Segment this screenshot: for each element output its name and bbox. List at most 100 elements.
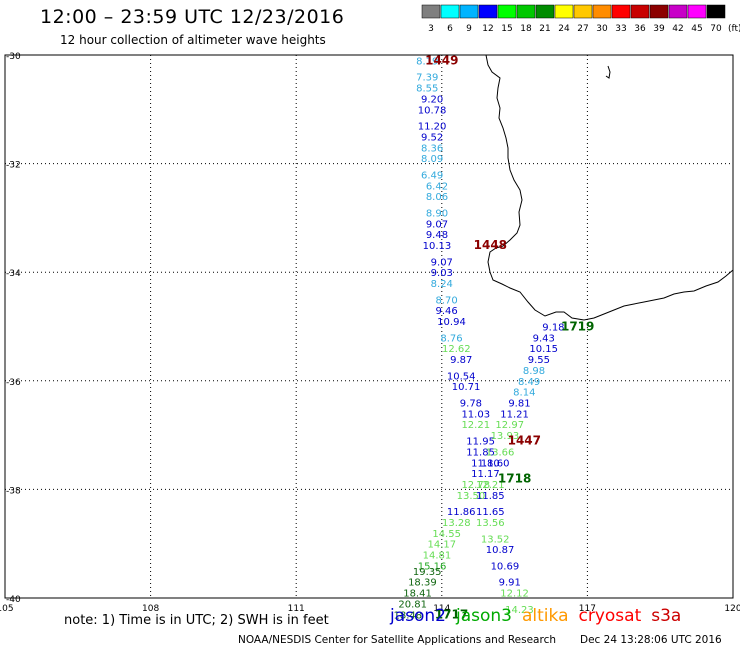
legend-label: 70 xyxy=(710,24,722,34)
wave-height-label: 10.69 xyxy=(491,561,520,572)
wave-height-label: 7.39 xyxy=(416,73,438,84)
wave-height-label: 9.52 xyxy=(421,132,443,143)
wave-height-label: 14.17 xyxy=(427,540,456,551)
legend-label: 27 xyxy=(577,24,588,34)
wave-height-label: 18.48 xyxy=(394,610,423,621)
pass-time-label: 1718 xyxy=(498,472,531,486)
timestamp: Dec 24 13:28:06 UTC 2016 xyxy=(580,634,722,646)
wave-height-label: 12.62 xyxy=(442,344,471,355)
lon-tick-label: 111 xyxy=(288,604,305,614)
wave-height-label: 11.21 xyxy=(500,409,529,420)
wave-height-label: 10.15 xyxy=(529,344,558,355)
wave-height-label: 8.36 xyxy=(421,143,443,154)
wave-height-label: 14.23 xyxy=(505,605,534,616)
wave-height-label: 9.07 xyxy=(431,257,453,268)
legend-label: 36 xyxy=(634,24,646,34)
wave-height-label: 11.65 xyxy=(476,507,505,518)
legend-label: 24 xyxy=(558,24,570,34)
legend-swatch xyxy=(687,4,707,19)
legend-label: 21 xyxy=(539,24,550,34)
legend-label: 6 xyxy=(447,24,453,34)
wave-height-label: 12.21 xyxy=(476,480,505,491)
wave-height-label: 12.78 xyxy=(461,480,490,491)
legend-unit: (ft) xyxy=(728,24,740,34)
wave-height-label: 12.12 xyxy=(500,589,529,600)
wave-height-label: 13.52 xyxy=(481,534,510,545)
pass-labels: 1449 1448 1719 1447 1718 1717 xyxy=(425,53,594,621)
lon-tick-label: 117 xyxy=(579,604,596,614)
lon-tick-label: 108 xyxy=(142,604,159,614)
wave-height-label: 6.42 xyxy=(426,181,448,192)
wave-height-label: 11.60 xyxy=(481,458,510,469)
legend-swatch xyxy=(649,4,669,19)
wave-height-label: 11.95 xyxy=(466,437,495,448)
legend-label: 45 xyxy=(691,24,702,34)
legend-swatch xyxy=(440,4,460,19)
wave-height-label: 9.78 xyxy=(460,399,482,410)
wave-height-label: 9.46 xyxy=(436,306,458,317)
wave-height-label: 8.90 xyxy=(426,208,448,219)
wave-height-label: 13.56 xyxy=(476,518,505,529)
legend-swatch xyxy=(497,4,517,19)
pass-time-label: 1449 xyxy=(425,53,458,67)
lat-tick-label: -32 xyxy=(6,161,21,171)
credit-line: NOAA/NESDIS Center for Satellite Applica… xyxy=(238,634,556,646)
wave-height-label: 10.13 xyxy=(423,241,452,252)
wave-height-label: 8.09 xyxy=(421,154,443,165)
legend-label: 39 xyxy=(653,24,665,34)
graticule-grid xyxy=(5,55,733,598)
lat-tick-label: -36 xyxy=(6,378,21,388)
satellite-jason3: jason3 xyxy=(456,606,512,626)
wave-height-label: 11.85 xyxy=(466,447,495,458)
legend-swatch xyxy=(516,4,536,19)
wave-height-label: 9.03 xyxy=(431,268,453,279)
legend-swatch xyxy=(554,4,574,19)
wave-height-label: 9.18 xyxy=(542,323,564,334)
wave-height-label: 10.78 xyxy=(418,105,447,116)
legend-swatch xyxy=(592,4,612,19)
wave-height-label: 8.98 xyxy=(523,366,545,377)
wave-height-label: 10.94 xyxy=(437,317,466,328)
lon-tick-label: 120 xyxy=(724,604,740,614)
wave-height-label: 8.70 xyxy=(436,295,458,306)
pass-time-label: 1447 xyxy=(508,434,541,448)
axis-tick-labels: 105 108 111 114 117 120 -30 -32 -34 -36 -38 -40 xyxy=(0,52,740,614)
legend-swatch xyxy=(459,4,479,19)
legend-label: 15 xyxy=(501,24,512,34)
wave-height-label: 9.87 xyxy=(450,355,472,366)
wave-height-label: 9.43 xyxy=(533,333,555,344)
lat-tick-label: -38 xyxy=(6,486,21,496)
wave-height-label: 8.76 xyxy=(440,333,462,344)
wave-height-label: 11.86 xyxy=(447,507,476,518)
wave-height-label: 9.55 xyxy=(528,355,550,366)
wave-height-label: 8.24 xyxy=(431,279,453,290)
lat-tick-label: -40 xyxy=(6,595,21,605)
satellite-jason2: jason2 xyxy=(390,606,446,626)
lat-tick-label: -30 xyxy=(6,52,21,62)
map-subtitle: 12 hour collection of altimeter wave hei… xyxy=(60,33,326,47)
lat-tick-label: -34 xyxy=(6,269,21,279)
footnote: note: 1) Time is in UTC; 2) SWH is in fe… xyxy=(64,613,329,628)
legend-swatch xyxy=(706,4,726,19)
wave-height-label: 12.97 xyxy=(495,420,524,431)
wave-height-label: 13.50 xyxy=(457,491,486,502)
legend-label: 33 xyxy=(615,24,626,34)
wave-height-label: 14.55 xyxy=(432,529,461,540)
legend-label: 3 xyxy=(428,24,434,34)
wave-height-label: 15.16 xyxy=(418,561,447,572)
wave-height-label: 13.66 xyxy=(486,447,515,458)
wave-height-label: 10.54 xyxy=(447,371,476,382)
legend-label: 9 xyxy=(466,24,472,34)
legend-swatch xyxy=(478,4,498,19)
pass-time-label: 1717 xyxy=(435,607,468,621)
wave-height-label: 10.87 xyxy=(486,545,515,556)
legend-swatch xyxy=(535,4,555,19)
track-jason3-1719: 9.189.4310.159.558.988.498.149.8111.2112… xyxy=(476,323,565,616)
legend-swatch xyxy=(421,4,441,19)
satellite-legend: jason2 jason3 altika cryosat s3a xyxy=(390,606,691,626)
coastline xyxy=(485,54,734,321)
legend-swatch xyxy=(611,4,631,19)
